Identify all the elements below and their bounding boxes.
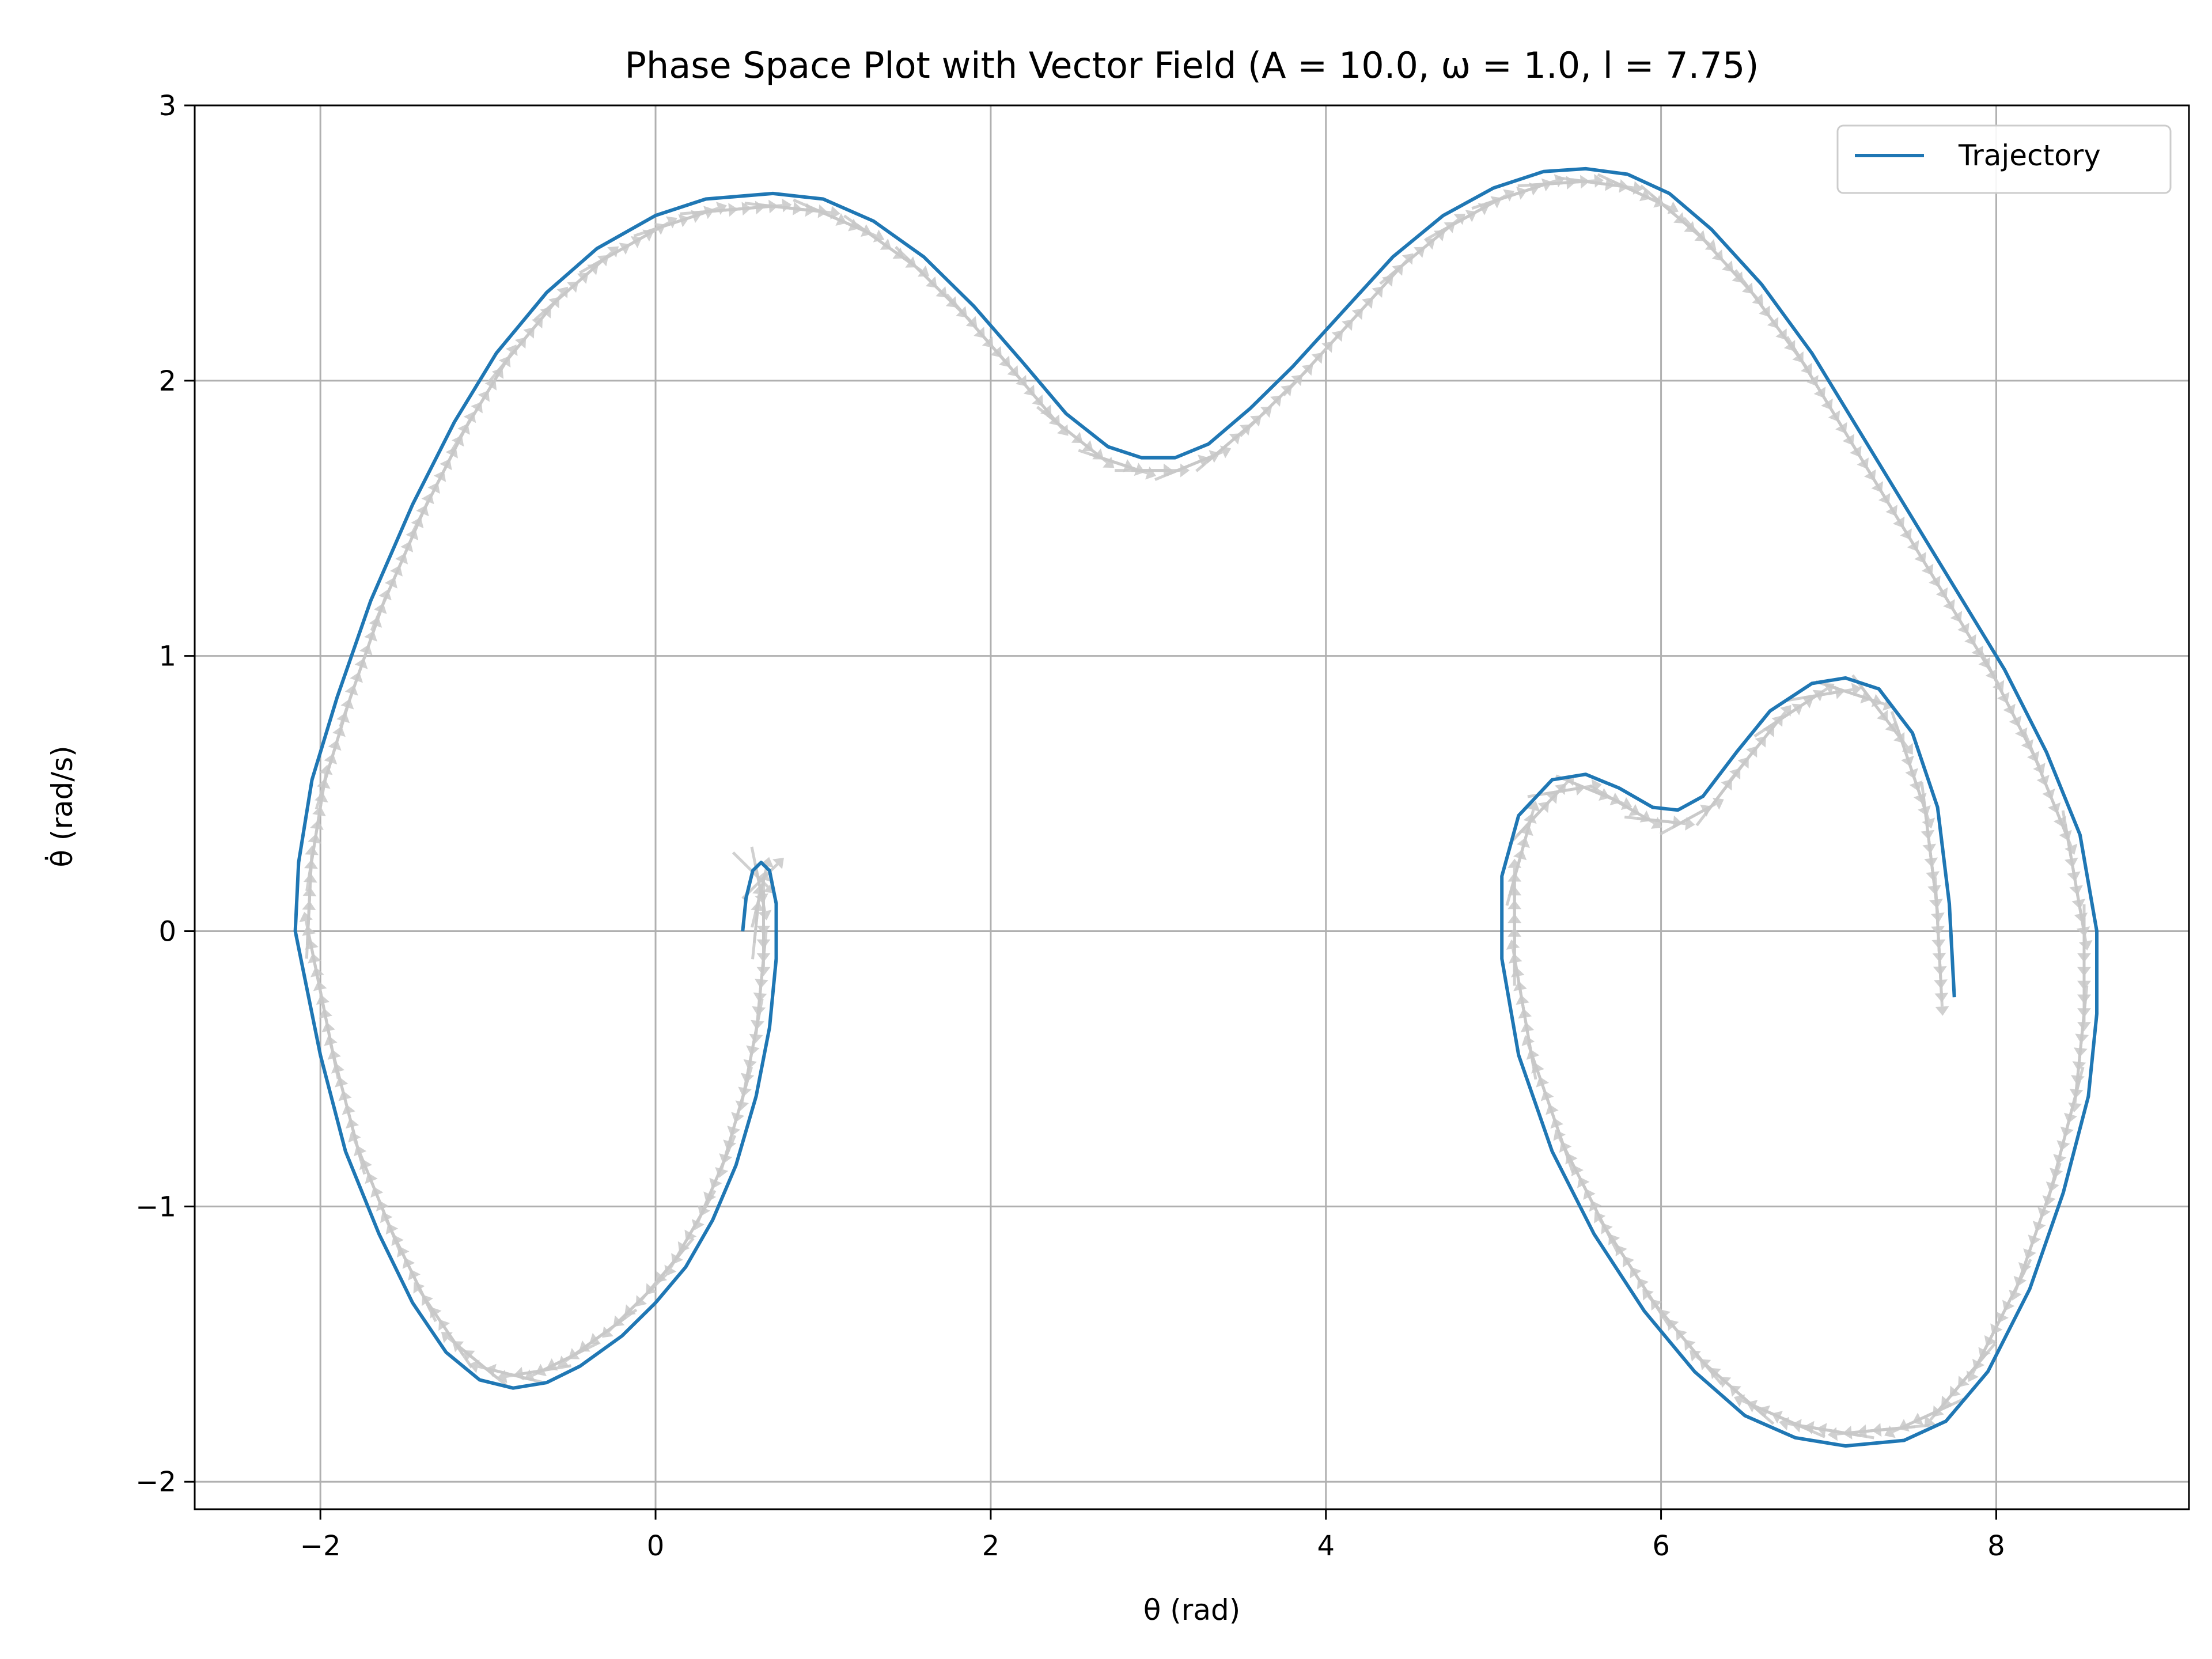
y-tick-label: 1 bbox=[158, 641, 176, 673]
x-axis-label: θ (rad) bbox=[1143, 1593, 1240, 1627]
vector-arrow bbox=[1935, 957, 1949, 1016]
chart-title: Phase Space Plot with Vector Field (A = … bbox=[625, 44, 1759, 86]
x-tick-label: −2 bbox=[300, 1530, 341, 1562]
y-axis-label: θ̇ (rad/s) bbox=[45, 745, 79, 867]
ticks: −2 0 2 4 6 8 −2 −1 0 1 2 3 bbox=[135, 90, 2005, 1562]
y-tick-label: 0 bbox=[158, 916, 176, 948]
trajectory-line bbox=[293, 166, 2099, 1448]
y-tick-label: 2 bbox=[158, 365, 176, 397]
x-tick-label: 0 bbox=[647, 1530, 665, 1562]
y-tick-label: −1 bbox=[135, 1191, 176, 1223]
y-tick-label: 3 bbox=[158, 90, 176, 122]
vector-field bbox=[299, 173, 2093, 1441]
y-tick-label: −2 bbox=[135, 1466, 176, 1498]
legend-trajectory-label: Trajectory bbox=[1958, 139, 2101, 172]
vector-arrow bbox=[1924, 1381, 1964, 1427]
trajectory-layer bbox=[293, 166, 2099, 1448]
plot-frame bbox=[194, 104, 2190, 1510]
legend-box bbox=[1836, 124, 2172, 194]
x-tick-label: 6 bbox=[1652, 1530, 1670, 1562]
x-tick-label: 8 bbox=[1987, 1530, 2005, 1562]
x-tick-label: 2 bbox=[982, 1530, 1000, 1562]
x-tick-label: 4 bbox=[1317, 1530, 1335, 1562]
vector-arrow bbox=[1518, 801, 1540, 858]
vector-arrow bbox=[1838, 687, 1894, 711]
legend: Trajectory bbox=[1836, 124, 2172, 194]
